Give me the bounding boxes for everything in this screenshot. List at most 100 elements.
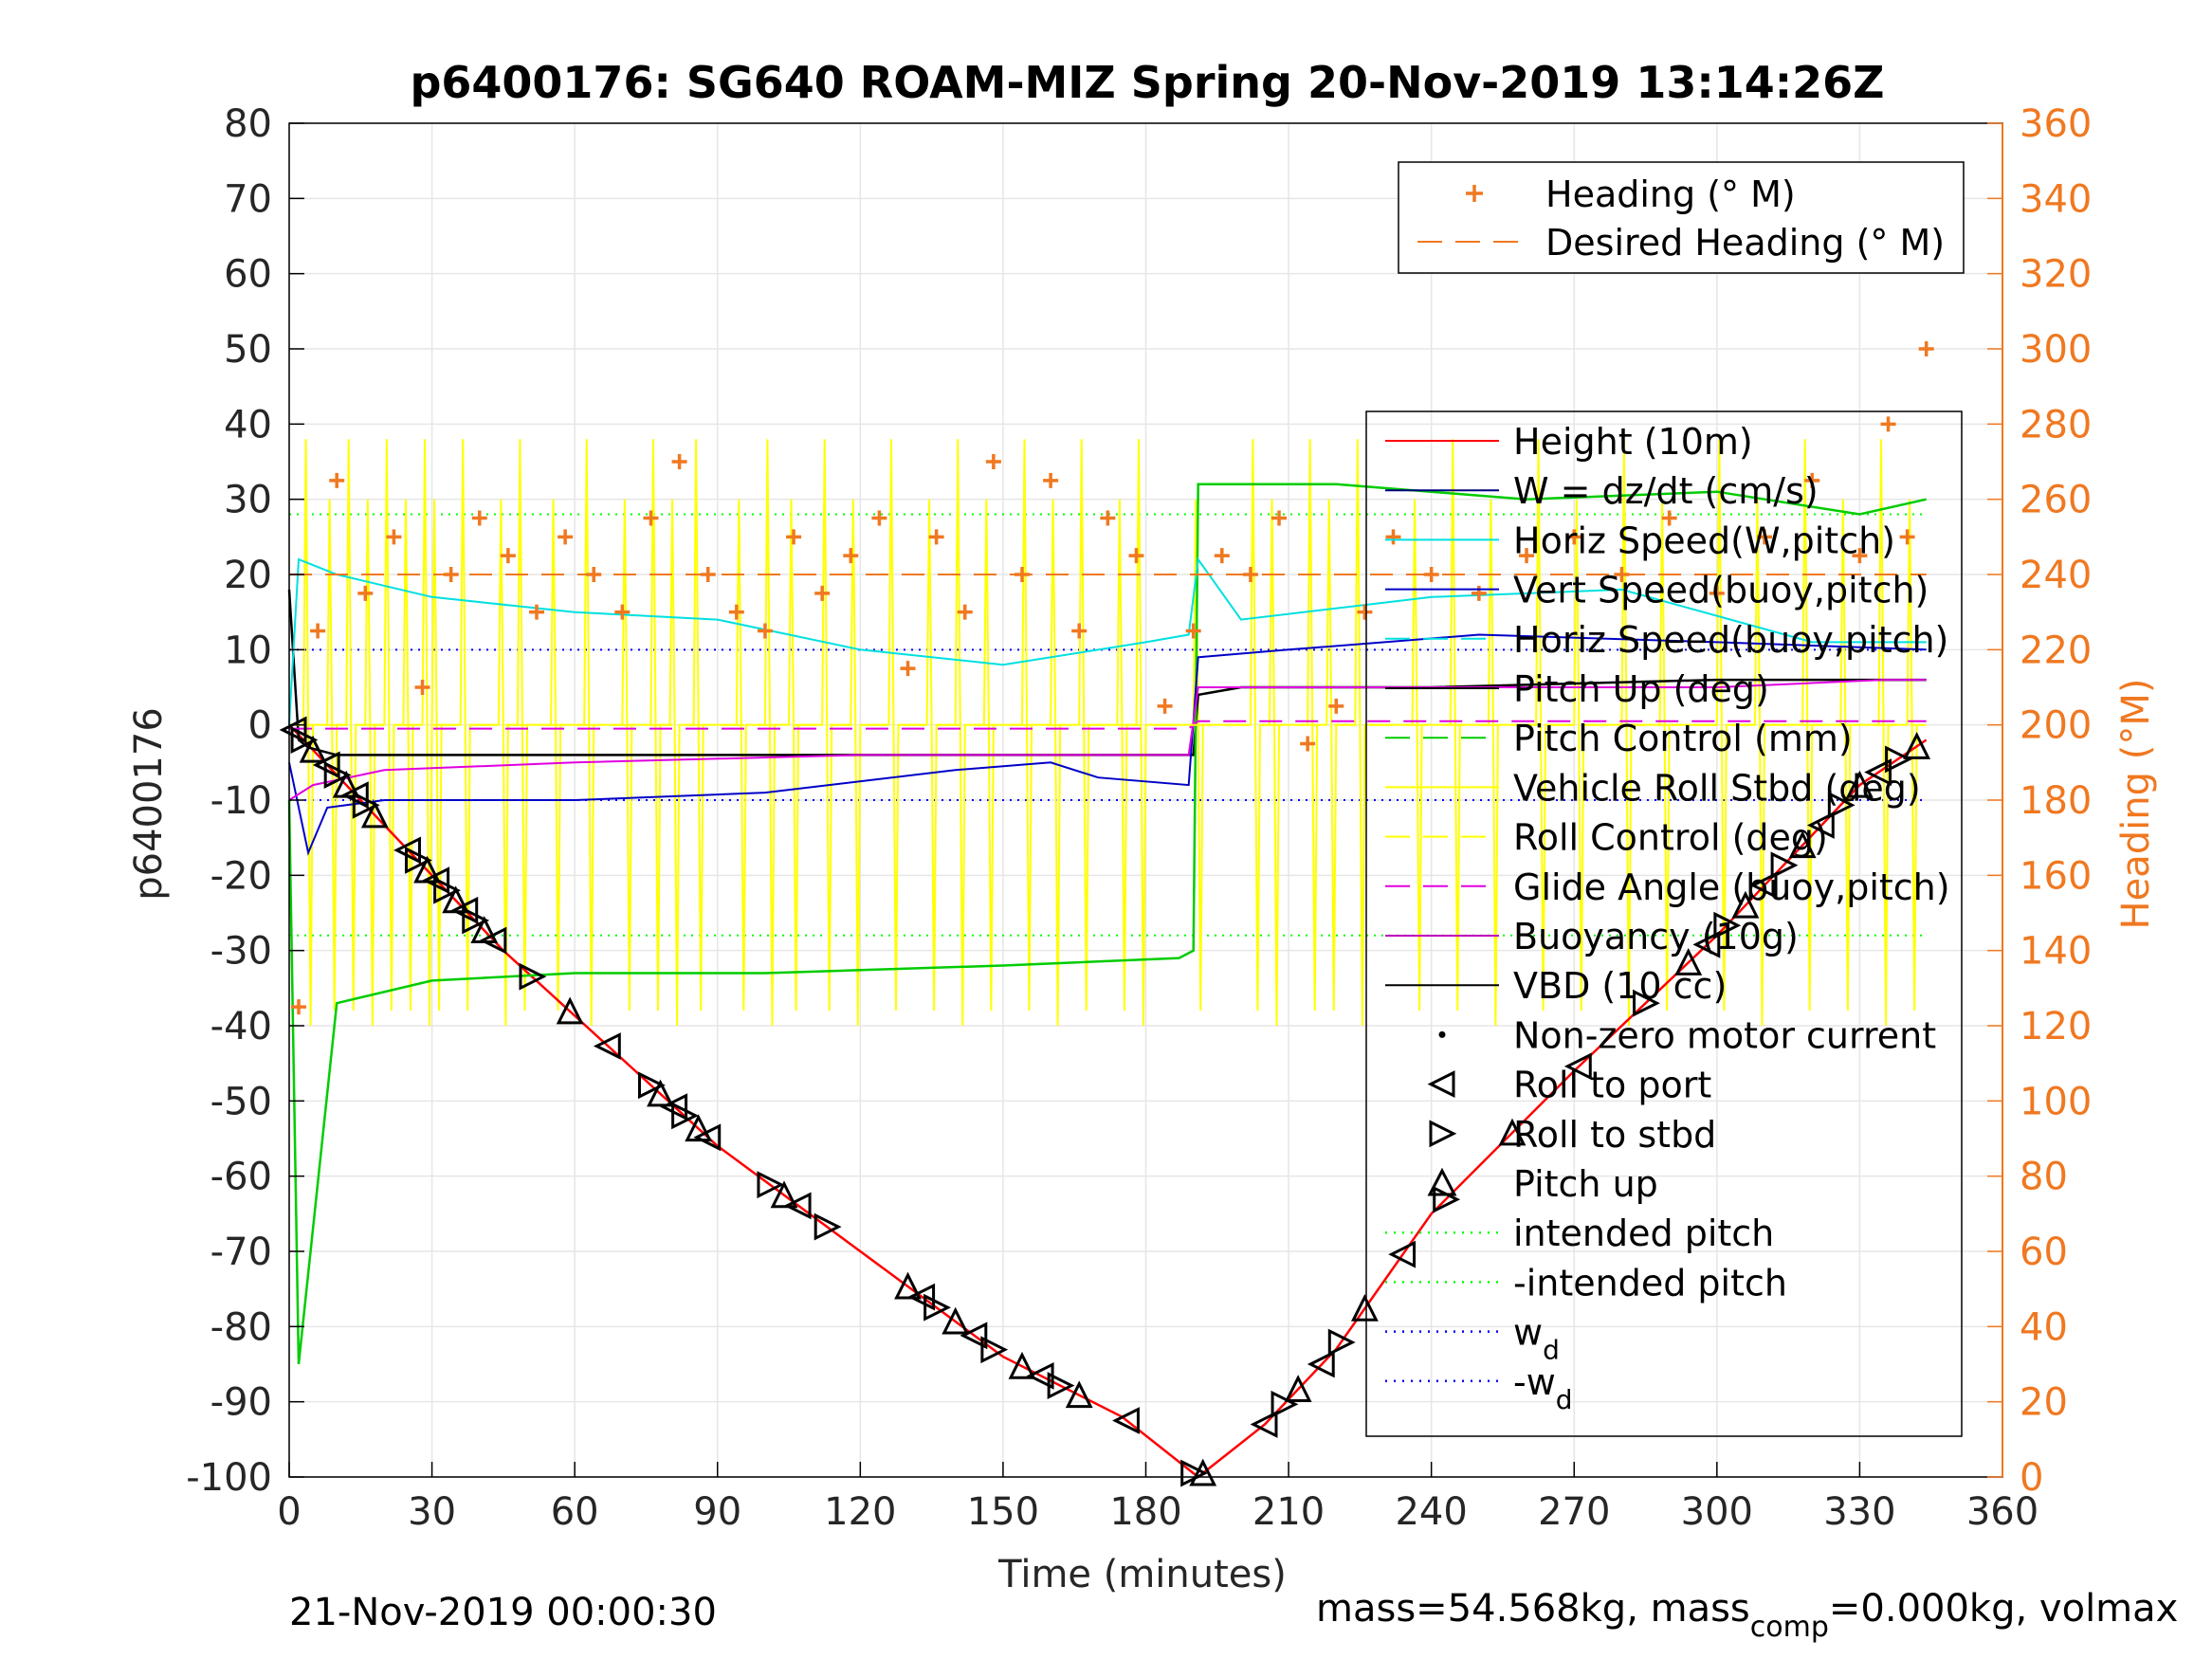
motor-marker xyxy=(1864,758,1892,786)
y-tick-label: 30 xyxy=(224,479,272,522)
legend-main-label: Non-zero motor current xyxy=(1513,1014,1936,1056)
y-tick-label: -10 xyxy=(210,779,272,823)
y2-tick-label: 160 xyxy=(2020,854,2092,898)
motor-marker xyxy=(685,1114,713,1142)
heading-point xyxy=(814,585,831,601)
legend-main: Height (10m) W = dz/dt (cm/s) Horiz Speed(… xyxy=(1365,410,1963,1437)
motor-marker xyxy=(907,1283,936,1311)
motor-marker xyxy=(1065,1380,1093,1409)
y2-tick-label: 120 xyxy=(2020,1005,2092,1048)
y-tick-label: 0 xyxy=(248,704,272,748)
heading-point xyxy=(1757,529,1773,545)
motor-marker xyxy=(980,1336,1009,1364)
y-tick-label: -70 xyxy=(210,1231,272,1274)
heading-point xyxy=(1242,567,1258,582)
heading-point xyxy=(1357,604,1373,620)
x-tick-label: 150 xyxy=(967,1490,1039,1534)
motor-marker xyxy=(894,1271,922,1300)
legend-swatch xyxy=(1429,1120,1457,1148)
y2-axis-label: Heading (°M) xyxy=(2114,679,2158,930)
footer-mass-text: mass=54.568kg, mass xyxy=(1316,1587,1750,1631)
heading-point xyxy=(1271,510,1288,526)
legend-main-label: Roll to stbd xyxy=(1513,1114,1716,1156)
motor-marker xyxy=(1827,791,1856,819)
heading-point xyxy=(471,510,487,526)
y2-tick-label: 200 xyxy=(2020,704,2092,748)
motor-marker xyxy=(783,1192,812,1220)
legend-heading-label: Desired Heading (° M) xyxy=(1545,222,1945,264)
motor-marker xyxy=(960,1322,988,1350)
heading-point xyxy=(843,548,859,564)
y2-tick-label: 320 xyxy=(2020,253,2092,297)
chart-title: p6400176: SG640 ROAM-MIZ Spring 20-Nov-2… xyxy=(410,57,1884,108)
heading-point xyxy=(1128,548,1144,564)
y2-tick-label: 280 xyxy=(2020,403,2092,447)
motor-marker xyxy=(1674,948,1703,975)
y-tick-label: -20 xyxy=(210,854,272,898)
heading-point xyxy=(985,454,1001,469)
legend-heading-label: Heading (° M) xyxy=(1545,173,1796,215)
heading-point xyxy=(1804,472,1820,488)
y2-tick-label: 100 xyxy=(2020,1080,2092,1123)
x-tick-label: 330 xyxy=(1823,1490,1895,1534)
heading-point xyxy=(1852,548,1868,564)
y-tick-label: 70 xyxy=(224,177,272,221)
motor-marker xyxy=(556,996,584,1025)
heading-point xyxy=(643,510,659,526)
x-tick-label: 240 xyxy=(1395,1490,1467,1534)
x-tick-label: 360 xyxy=(1966,1490,2038,1534)
motor-marker xyxy=(1713,911,1742,939)
motor-marker xyxy=(1731,890,1760,919)
legend-heading: Heading (° M) Desired Heading (° M) xyxy=(1398,161,1965,274)
heading-point xyxy=(757,623,773,639)
heading-point xyxy=(728,604,744,620)
legend-main-label: Horiz Speed(W,pitch) xyxy=(1513,520,1895,561)
heading-point xyxy=(1071,623,1088,639)
legend-main-label: Horiz Speed(buoy,pitch) xyxy=(1513,619,1948,661)
motor-marker xyxy=(1692,930,1721,958)
heading-point xyxy=(1471,585,1487,601)
motor-marker xyxy=(1350,1293,1379,1322)
heading-point xyxy=(1709,585,1725,601)
y-tick-label: -80 xyxy=(210,1305,272,1349)
heading-point xyxy=(500,548,516,564)
motor-marker xyxy=(693,1123,722,1152)
motor-marker xyxy=(450,896,479,924)
legend-main-label: Pitch Control (mm) xyxy=(1513,718,1853,759)
motor-marker xyxy=(1271,1390,1299,1418)
footer-mass-sub: comp xyxy=(1750,1611,1829,1644)
legend-swatch xyxy=(1427,1070,1455,1099)
legend-main-label: Buoyancy (10g) xyxy=(1513,916,1799,957)
heading-point xyxy=(1043,472,1059,488)
motor-marker xyxy=(1047,1372,1075,1399)
heading-point xyxy=(329,472,345,488)
heading-point xyxy=(1328,698,1344,714)
heading-point xyxy=(1661,510,1677,526)
heading-point xyxy=(700,567,716,582)
series-buoyancy-10g- xyxy=(288,679,1927,801)
heading-point xyxy=(357,585,374,601)
y-tick-label: 40 xyxy=(224,403,272,447)
y2-axis: 0 20 40 60 80 100 120 140 160 180 200 220 240 260 280 3… xyxy=(1987,102,2092,1500)
motor-marker xyxy=(1885,745,1912,774)
heading-point xyxy=(928,529,944,545)
motor-marker xyxy=(814,1212,842,1241)
motor-marker xyxy=(479,926,507,955)
x-tick-label: 270 xyxy=(1538,1490,1610,1534)
heading-point xyxy=(786,529,802,545)
y-tick-label: -90 xyxy=(210,1381,272,1425)
y-tick-label: -30 xyxy=(210,930,272,974)
motor-marker xyxy=(352,791,380,819)
y-tick-label: -100 xyxy=(186,1456,272,1500)
legend-main-label: -intended pitch xyxy=(1513,1262,1787,1304)
motor-marker xyxy=(1806,811,1835,839)
legend-main-label: intended pitch xyxy=(1513,1212,1774,1254)
legend-subscript: d xyxy=(1543,1335,1560,1366)
legend-main-label: Pitch up xyxy=(1513,1163,1658,1205)
motor-marker xyxy=(462,906,490,935)
y-tick-label: -40 xyxy=(210,1005,272,1048)
heading-point xyxy=(1157,698,1173,714)
heading-point xyxy=(900,661,916,677)
heading-point xyxy=(1100,510,1116,526)
motor-marker xyxy=(1845,770,1874,798)
